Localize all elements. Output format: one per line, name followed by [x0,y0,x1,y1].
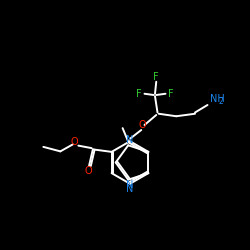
Text: F: F [154,72,159,82]
Text: O: O [71,137,78,147]
Text: F: F [136,89,142,99]
Text: F: F [168,89,174,99]
Text: N: N [126,180,133,190]
Text: 2: 2 [218,97,223,106]
Text: N: N [126,184,134,194]
Text: O: O [84,166,92,176]
Text: NH: NH [210,94,225,104]
Text: N: N [126,135,133,145]
Text: O: O [139,120,146,130]
